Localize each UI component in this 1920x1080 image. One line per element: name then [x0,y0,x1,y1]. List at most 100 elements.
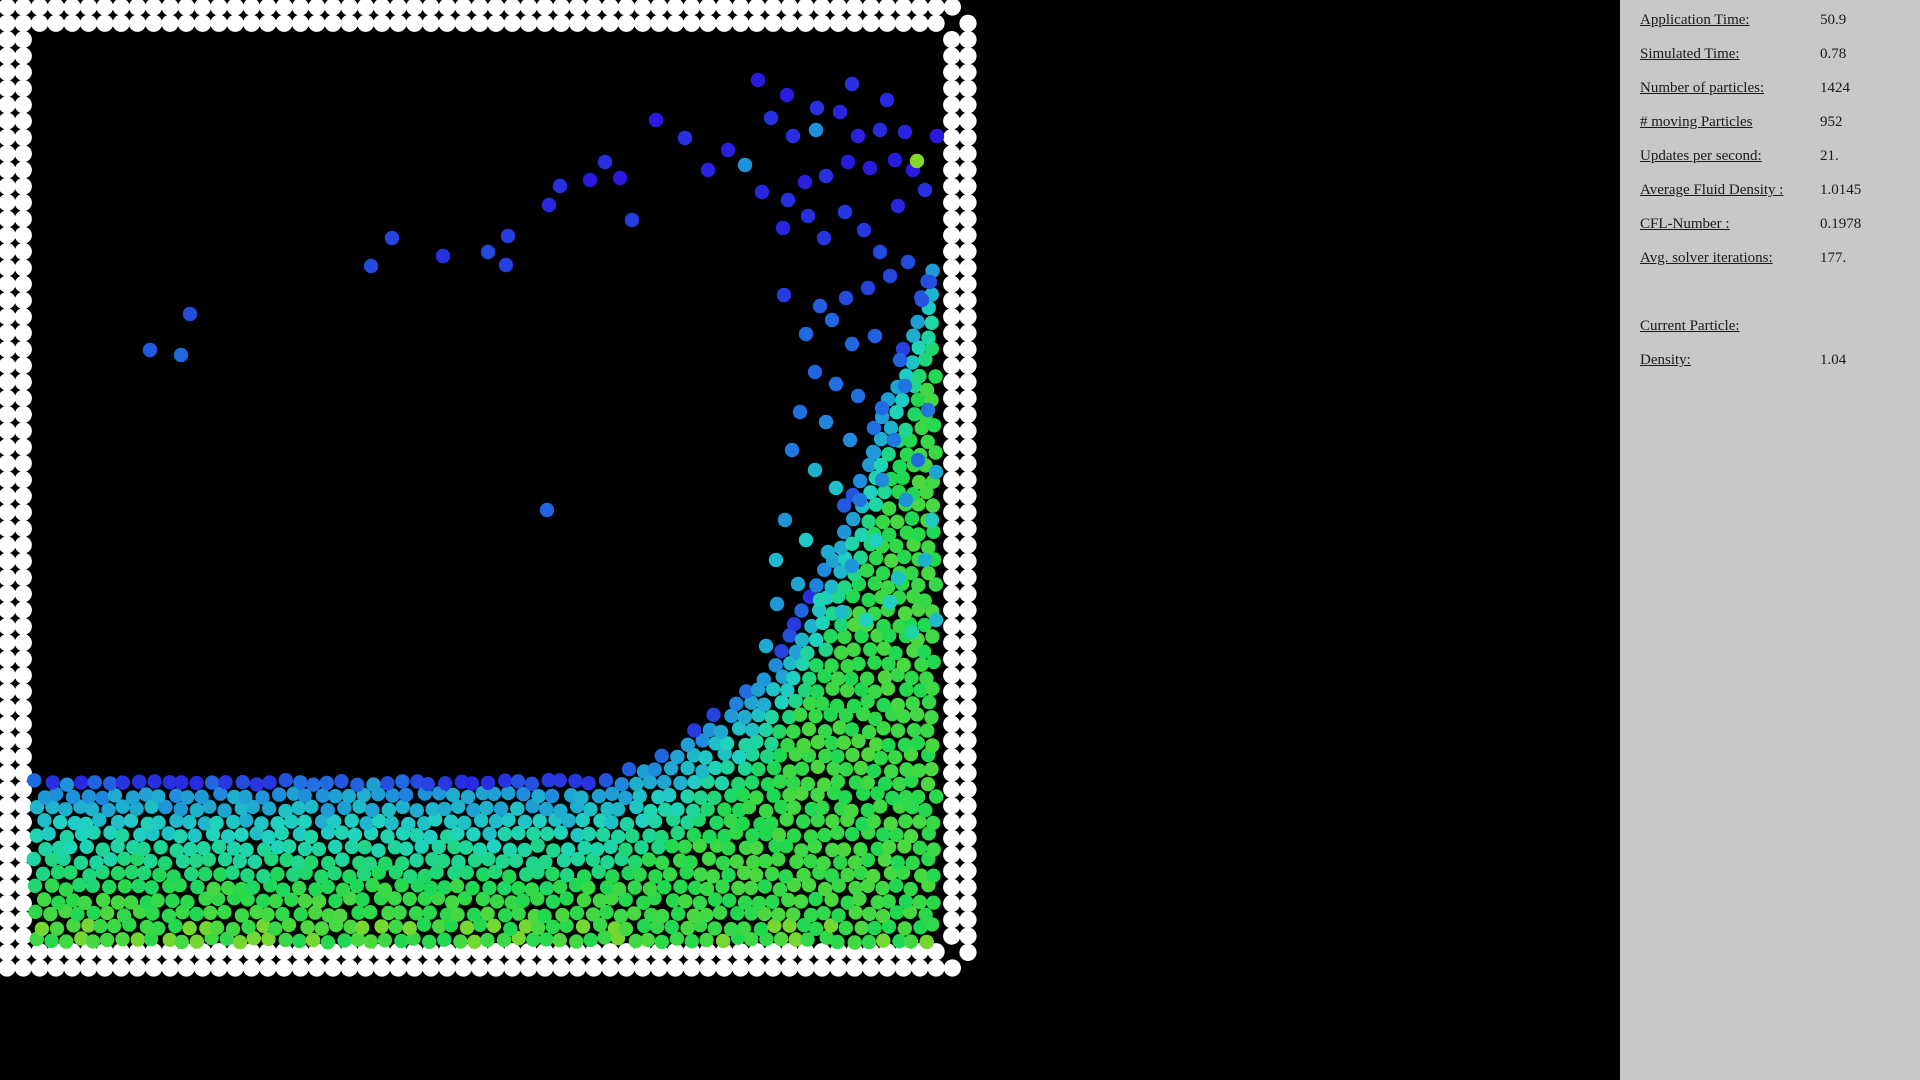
fluid-particle [401,816,416,832]
fluid-particle [508,853,523,868]
wall-particle [275,0,293,16]
wall-particle [14,894,32,913]
fluid-particle [308,905,323,920]
fluid-particle [889,538,904,554]
fluid-particle [823,629,838,644]
fluid-particle [304,799,319,814]
wall-particle [14,177,32,195]
fluid-particle [437,880,452,895]
fluid-particle [50,865,66,880]
fluid-particle [862,457,877,473]
wall-particle [14,0,32,16]
fluid-particle [656,880,672,895]
wall-particle [0,242,16,261]
wall-particle [943,683,961,701]
wall-particle [0,96,16,114]
fluid-particle [911,340,926,355]
fluid-particle [837,629,852,645]
wall-particle [829,14,847,32]
wall-particle [14,927,32,945]
wall-particle [226,0,244,16]
fluid-particle [173,801,188,817]
wall-particle [242,959,261,977]
fluid-particle [139,895,154,910]
fluid-particle [720,142,736,158]
particle-canvas[interactable] [0,0,1000,1000]
fluid-particle [903,934,919,949]
wall-particle [943,242,961,261]
fluid-particle [581,776,596,791]
fluid-particle [708,760,723,776]
wall-particle [846,14,864,32]
fluid-particle [848,775,864,790]
wall-particle [0,226,16,244]
fluid-particle [225,922,241,937]
fluid-particle [591,864,606,879]
fluid-particle [683,855,698,870]
fluid-particle [802,671,817,686]
fluid-particle [150,893,165,908]
fluid-particle [906,589,921,604]
wall-particle [927,943,945,961]
fluid-particle [642,774,658,790]
wall-particle [846,959,864,977]
fluid-particle [352,799,367,814]
fluid-particle [103,776,118,791]
fluid-particle [93,918,108,934]
wall-particle [634,14,652,32]
wall-particle [0,683,16,701]
fluid-particle [517,842,532,858]
fluid-particle [561,813,576,828]
wall-particle [552,0,570,16]
fluid-particle [399,841,414,856]
fluid-particle [173,347,189,363]
wall-particle [959,357,977,375]
fluid-particle [870,895,885,910]
wall-particle [0,194,16,212]
wall-particle [373,959,391,977]
fluid-particle [914,420,929,436]
fluid-particle [261,931,276,947]
wall-particle [422,0,440,16]
fluid-particle [912,840,928,855]
fluid-particle [866,420,882,436]
fluid-particle [695,733,710,748]
fluid-particle [311,842,327,857]
fluid-particle [829,698,845,713]
fluid-particle [99,932,115,948]
wall-particle [764,959,782,977]
fluid-particle [905,855,920,870]
fluid-particle [899,762,914,777]
fluid-particle [687,723,702,738]
fluid-particle [818,642,833,657]
wall-particle [14,389,32,407]
fluid-particle [190,879,205,895]
fluid-particle [450,907,465,922]
fluid-particle [234,827,249,842]
wall-particle [63,14,81,32]
fluid-particle [904,670,919,686]
fluid-particle [757,906,772,922]
fluid-particle [524,882,540,897]
fluid-particle [590,842,605,857]
stat-label: Avg. solver iterations: [1640,250,1773,266]
fluid-particle [913,920,928,935]
wall-particle [96,14,114,32]
fluid-particle [36,892,52,907]
fluid-particle [597,154,613,170]
fluid-particle [816,856,831,871]
fluid-particle [234,908,250,923]
wall-particle [210,0,228,16]
wall-particle [943,536,961,554]
wall-particle [0,552,16,570]
fluid-particle [77,895,92,911]
fluid-particle [760,749,775,764]
fluid-particle [247,854,263,869]
fluid-particle [664,838,680,854]
fluid-particle [889,405,904,420]
simulation-viewport[interactable] [0,0,1620,1080]
fluid-particle [722,893,737,908]
fluid-particle [618,842,633,857]
fluid-particle [678,894,693,909]
wall-particle [259,0,277,16]
